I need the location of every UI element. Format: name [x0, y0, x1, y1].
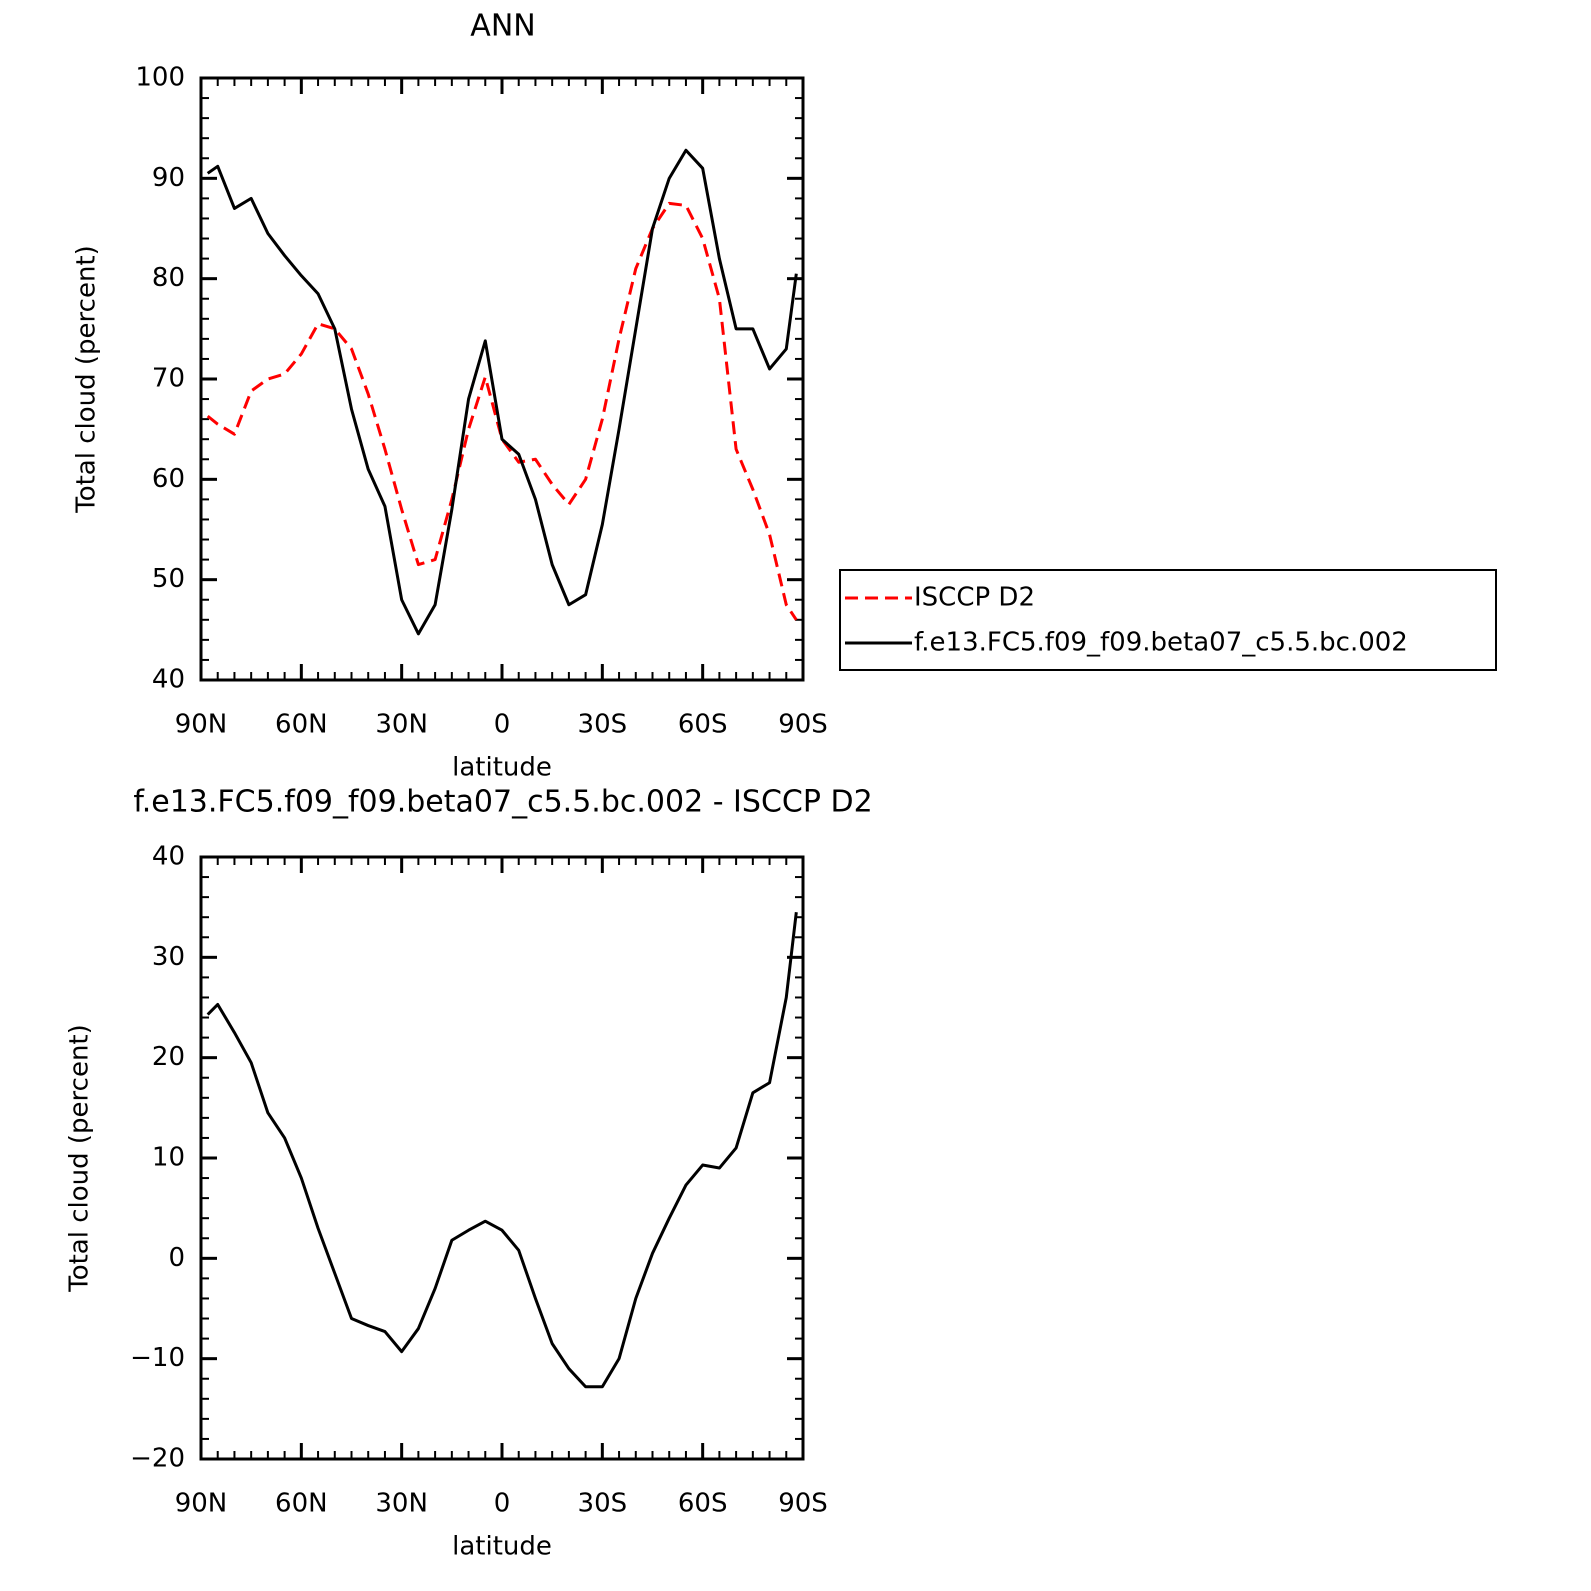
- y-tick-label: 70: [152, 364, 185, 394]
- x-axis-label: latitude: [452, 753, 552, 783]
- x-tick-label: 30N: [375, 1489, 428, 1519]
- x-tick-label: 90S: [778, 1489, 828, 1519]
- x-tick-label: 90N: [175, 1489, 228, 1519]
- y-tick-label: 60: [152, 464, 185, 494]
- y-tick-label: 40: [152, 665, 185, 695]
- chart-title: ANN: [470, 9, 535, 44]
- series-line: [206, 201, 798, 621]
- x-tick-label: 90N: [175, 710, 228, 740]
- series-line: [206, 148, 798, 636]
- y-axis-label: Total cloud (percent): [72, 245, 102, 514]
- y-tick-label: −10: [130, 1343, 185, 1373]
- legend-label: ISCCP D2: [914, 583, 1035, 613]
- y-axis-label: Total cloud (percent): [65, 1024, 95, 1293]
- x-tick-label: 60S: [678, 1489, 728, 1519]
- x-tick-label: 60N: [275, 1489, 328, 1519]
- series-line: [206, 912, 798, 1389]
- x-axis-label: latitude: [452, 1532, 552, 1562]
- legend-label: f.e13.FC5.f09_f09.beta07_c5.5.bc.002: [914, 628, 1408, 658]
- x-tick-label: 30S: [578, 1489, 628, 1519]
- x-tick-label: 30N: [375, 710, 428, 740]
- y-tick-label: −20: [130, 1444, 185, 1474]
- chart-title: f.e13.FC5.f09_f09.beta07_c5.5.bc.002 - I…: [133, 785, 872, 820]
- y-tick-label: 30: [152, 942, 185, 972]
- y-tick-label: 100: [135, 63, 185, 93]
- x-tick-label: 0: [494, 710, 511, 740]
- x-tick-label: 60S: [678, 710, 728, 740]
- x-tick-label: 60N: [275, 710, 328, 740]
- y-tick-label: 40: [152, 842, 185, 872]
- plot-frame: [199, 76, 805, 682]
- plot-frame: [199, 855, 805, 1461]
- y-tick-label: 20: [152, 1042, 185, 1072]
- y-tick-label: 50: [152, 564, 185, 594]
- legend-box: [839, 569, 1497, 671]
- x-tick-label: 90S: [778, 710, 828, 740]
- x-tick-label: 30S: [578, 710, 628, 740]
- x-tick-label: 0: [494, 1489, 511, 1519]
- y-tick-label: 80: [152, 263, 185, 293]
- y-tick-label: 0: [168, 1243, 185, 1273]
- y-tick-label: 10: [152, 1143, 185, 1173]
- y-tick-label: 90: [152, 163, 185, 193]
